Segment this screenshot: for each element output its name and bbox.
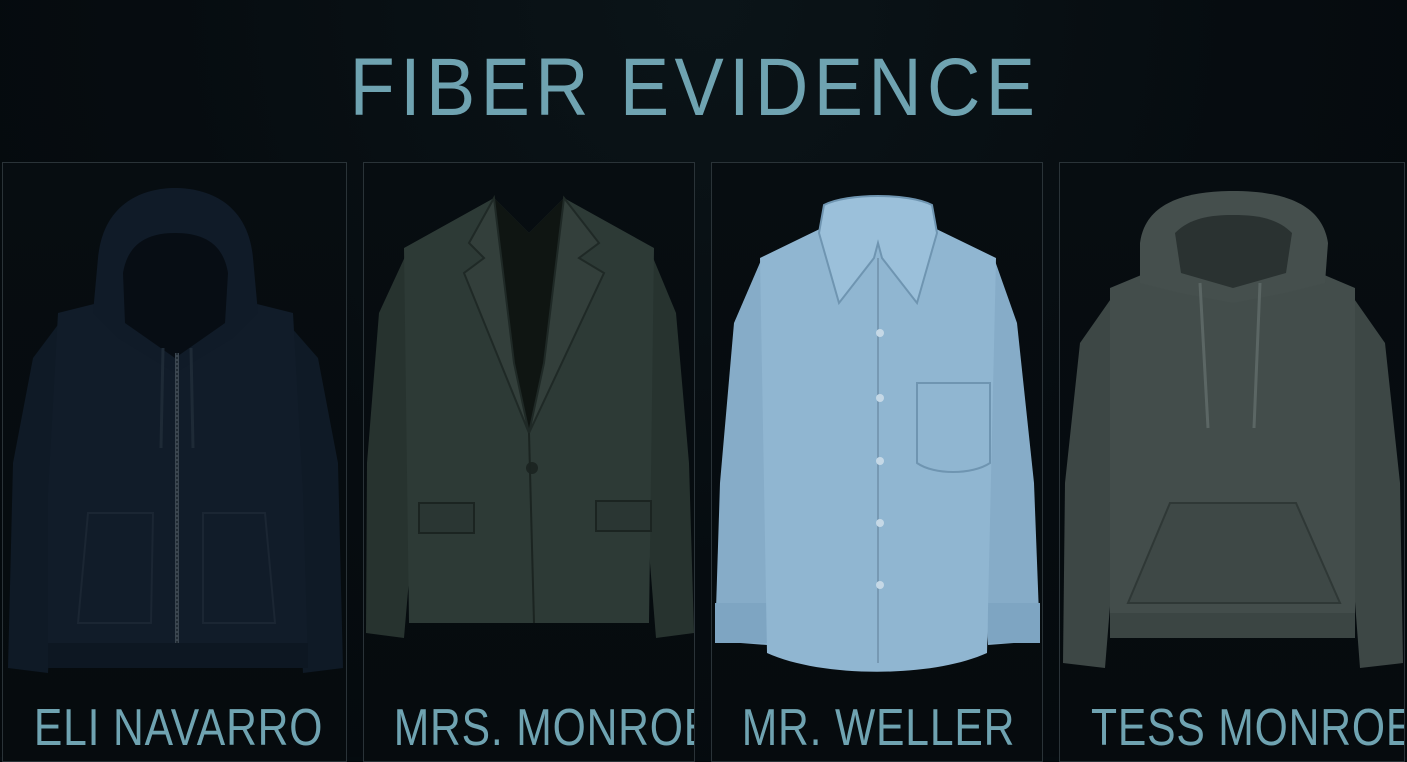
zip-hoodie-icon	[8, 188, 343, 673]
suspect-name: ELI NAVARRO	[33, 699, 324, 757]
suspect-name: MRS. MONROE	[393, 699, 695, 757]
page-title: FIBER EVIDENCE	[349, 42, 1041, 133]
evidence-panel-tess-monroe[interactable]: TESS MONROE	[1059, 162, 1405, 762]
suspect-name: MR. WELLER	[741, 699, 1016, 757]
evidence-panel-eli-navarro[interactable]: ELI NAVARRO	[2, 162, 347, 762]
evidence-panel-mr-weller[interactable]: MR. WELLER	[711, 162, 1043, 762]
evidence-panel-mrs-monroe[interactable]: MRS. MONROE	[363, 162, 695, 762]
suspect-name: TESS MONROE	[1090, 699, 1405, 757]
dress-shirt-icon	[715, 195, 1040, 672]
pullover-hoodie-icon	[1063, 191, 1403, 668]
blazer-icon	[366, 194, 694, 638]
